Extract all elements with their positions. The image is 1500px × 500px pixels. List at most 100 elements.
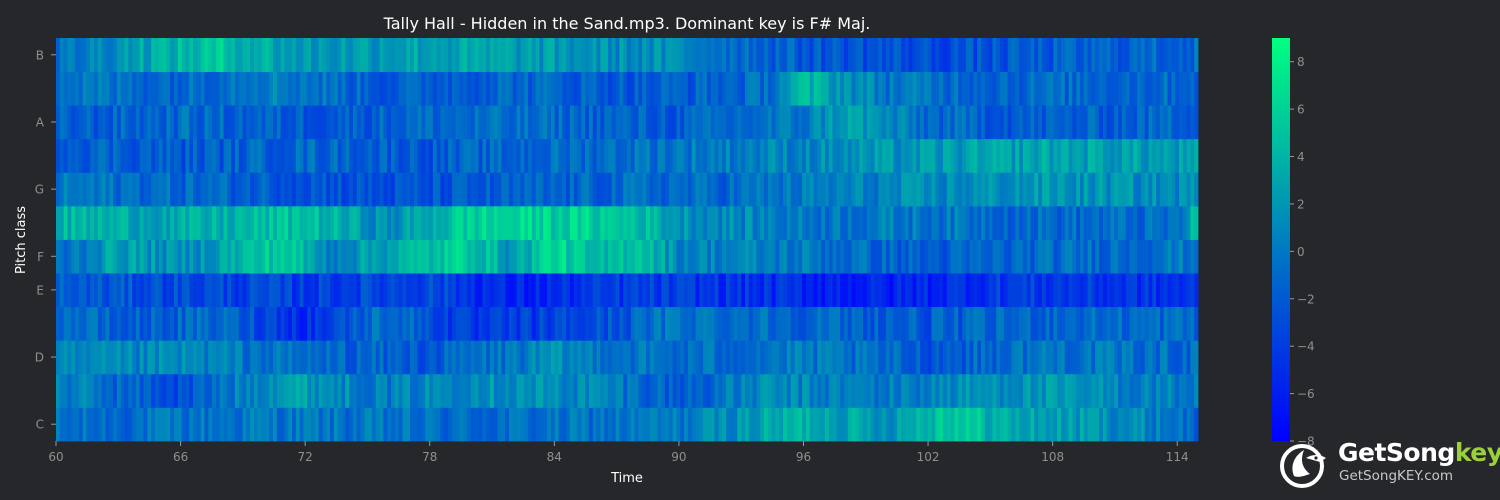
heatmap-cell [1194, 373, 1199, 408]
heatmap-cell [177, 273, 183, 308]
heatmap-cell [147, 239, 152, 274]
heatmap-cell [1049, 138, 1054, 173]
heatmap-cell [261, 38, 266, 72]
heatmap-cell [246, 407, 251, 442]
heatmap-cell [859, 239, 864, 274]
heatmap-cell [566, 373, 571, 408]
heatmap-cell [162, 138, 167, 173]
heatmap-cell [280, 71, 285, 106]
heatmap-cell [105, 239, 110, 274]
heatmap-cell [497, 38, 502, 72]
heatmap-cell [680, 373, 685, 408]
heatmap-cell [737, 105, 742, 140]
heatmap-cell [341, 407, 346, 442]
heatmap-cell [436, 71, 441, 106]
heatmap-cell [638, 239, 643, 274]
heatmap-cell [1182, 172, 1187, 207]
heatmap-cell [916, 239, 921, 274]
heatmap-cell [272, 239, 278, 274]
heatmap-cell [939, 340, 944, 375]
heatmap-cell [977, 239, 982, 274]
heatmap-cell [387, 172, 392, 207]
heatmap-cell [1068, 340, 1073, 375]
heatmap-cell [212, 38, 217, 72]
heatmap-cell [1064, 172, 1069, 207]
heatmap-cell [166, 38, 171, 72]
heatmap-cell [1091, 340, 1096, 375]
heatmap-cell [151, 38, 156, 72]
heatmap-cell [592, 38, 597, 72]
heatmap-cell [927, 373, 932, 408]
heatmap-cell [493, 172, 498, 207]
heatmap-cell [1190, 273, 1195, 308]
heatmap-cell [151, 306, 156, 341]
heatmap-cell [383, 340, 388, 375]
heatmap-cell [124, 239, 129, 274]
heatmap-cell [1194, 105, 1199, 140]
heatmap-cell [607, 38, 613, 72]
heatmap-cell [927, 273, 932, 308]
heatmap-cell [992, 38, 997, 72]
heatmap-cell [505, 273, 510, 308]
heatmap-cell [531, 306, 537, 341]
heatmap-cell [166, 205, 171, 240]
heatmap-cell [733, 306, 738, 341]
heatmap-cell [1076, 138, 1081, 173]
heatmap-cell [299, 138, 304, 173]
heatmap-cell [120, 340, 125, 375]
heatmap-cell [969, 239, 974, 274]
heatmap-cell [261, 172, 266, 207]
heatmap-cell [539, 38, 544, 72]
heatmap-cell [836, 373, 841, 408]
heatmap-cell [927, 340, 932, 375]
heatmap-cell [885, 407, 891, 442]
heatmap-cell [1053, 273, 1058, 308]
heatmap-cell [200, 71, 205, 106]
heatmap-cell [756, 273, 761, 308]
heatmap-cell [969, 273, 974, 308]
heatmap-cell [318, 273, 323, 308]
heatmap-cell [177, 38, 183, 72]
heatmap-cell [497, 138, 502, 173]
heatmap-cell [356, 105, 361, 140]
heatmap-cell [402, 105, 407, 140]
heatmap-cell [272, 340, 278, 375]
heatmap-cell [927, 105, 932, 140]
heatmap-cell [821, 340, 826, 375]
heatmap-cell [1121, 373, 1127, 408]
heatmap-cell [59, 407, 65, 442]
heatmap-cell [512, 273, 518, 308]
heatmap-cell [1106, 205, 1111, 240]
heatmap-cell [261, 71, 266, 106]
heatmap-cell [1099, 105, 1104, 140]
heatmap-cell [326, 172, 331, 207]
heatmap-cell [181, 172, 186, 207]
heatmap-cell [371, 407, 377, 442]
heatmap-cell [904, 306, 910, 341]
heatmap-cell [459, 306, 464, 341]
heatmap-cell [1167, 407, 1172, 442]
heatmap-row-Gsharp [56, 138, 1199, 173]
heatmap-cell [520, 407, 525, 442]
heatmap-cell [246, 373, 251, 408]
heatmap-cell [151, 138, 156, 173]
heatmap-cell [1125, 306, 1130, 341]
heatmap-cell [1182, 71, 1187, 106]
heatmap-cell [992, 205, 997, 240]
heatmap-cell [733, 38, 738, 72]
heatmap-cell [212, 373, 217, 408]
heatmap-cell [836, 407, 841, 442]
heatmap-cell [882, 205, 887, 240]
heatmap-cell [56, 38, 61, 72]
heatmap-cell [493, 205, 498, 240]
heatmap-cell [63, 239, 68, 274]
heatmap-cell [432, 340, 438, 375]
heatmap-cell [798, 273, 803, 308]
heatmap-cell [950, 138, 955, 173]
heatmap-cell [630, 172, 636, 207]
heatmap-cell [619, 407, 624, 442]
y-tick-label: C [36, 418, 44, 432]
heatmap-cell [440, 38, 445, 72]
heatmap-cell [725, 38, 731, 72]
heatmap-cell [1102, 239, 1108, 274]
